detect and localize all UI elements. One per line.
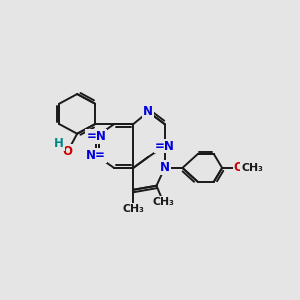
Text: N: N <box>143 105 153 118</box>
Text: O: O <box>233 161 244 174</box>
Text: O: O <box>63 145 73 158</box>
Text: H: H <box>54 137 64 150</box>
Text: =N: =N <box>86 130 106 143</box>
Text: =N: =N <box>155 140 175 152</box>
Text: CH₃: CH₃ <box>241 163 263 173</box>
Text: N: N <box>160 161 170 174</box>
Text: CH₃: CH₃ <box>152 197 174 207</box>
Text: N=: N= <box>86 149 106 162</box>
Text: CH₃: CH₃ <box>122 204 144 214</box>
